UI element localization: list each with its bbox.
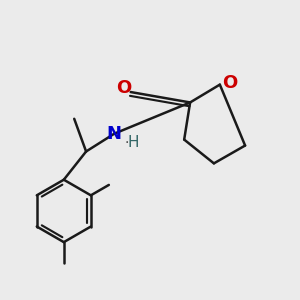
Text: O: O bbox=[223, 74, 238, 92]
Text: H: H bbox=[128, 135, 140, 150]
Text: ·: · bbox=[124, 136, 128, 150]
Text: O: O bbox=[116, 80, 132, 98]
Text: N: N bbox=[107, 125, 122, 143]
